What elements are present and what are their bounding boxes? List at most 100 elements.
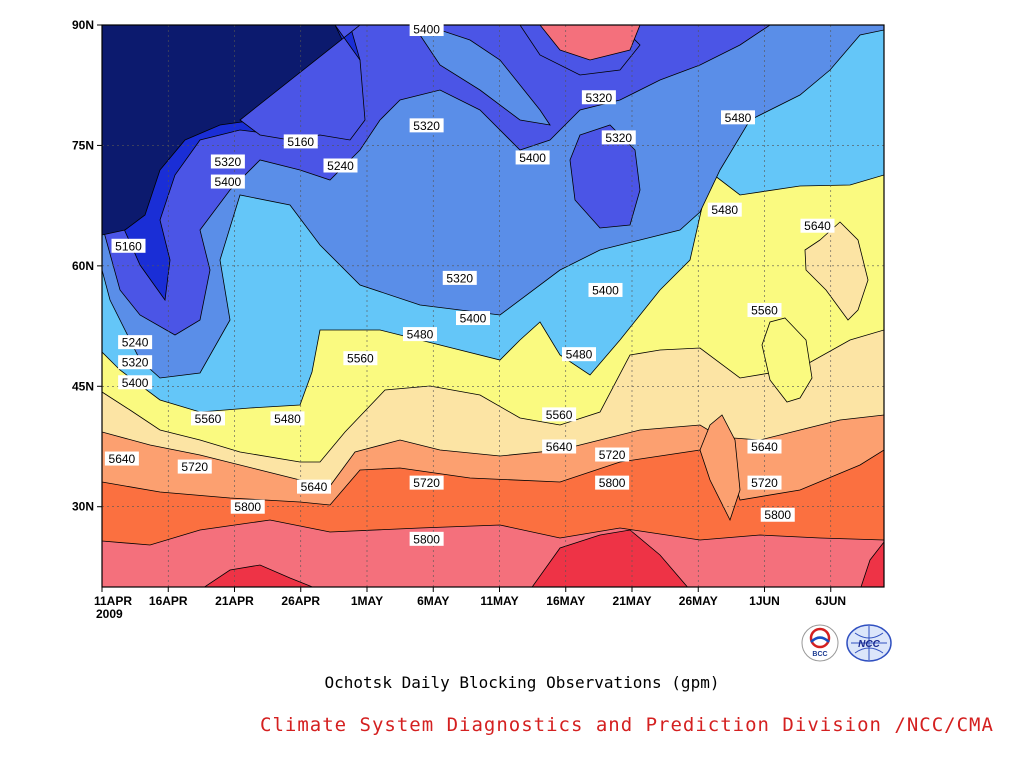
- contour-label: 5560: [191, 411, 225, 426]
- contour-island: [761, 317, 813, 403]
- contour-label-bg: [403, 327, 437, 342]
- x-tick-label: 6MAY: [417, 594, 449, 608]
- contour-label-bg: [111, 238, 146, 253]
- contour-label: 5800: [760, 507, 795, 522]
- contour-label: 5480: [403, 327, 437, 342]
- x-tick-label: 1JUN: [749, 594, 780, 608]
- svg-text:BCC: BCC: [812, 651, 827, 658]
- contour-label-bg: [323, 158, 358, 173]
- y-axis: 30N 45N 60N 75N 90N: [72, 18, 102, 514]
- contour-label-text: 5560: [546, 408, 573, 422]
- x-tick-label: 16MAY: [546, 594, 585, 608]
- contour-label-bg: [409, 475, 444, 490]
- contour-label-bg: [747, 475, 782, 490]
- contour-label-text: 5160: [287, 135, 314, 149]
- contour-label: 5320: [601, 130, 636, 145]
- contour-label: 5640: [104, 451, 139, 466]
- contour-label: 5560: [542, 407, 577, 422]
- contour-island: [860, 541, 884, 587]
- contour-label-text: 5320: [446, 271, 473, 285]
- contour-label-bg: [515, 150, 550, 165]
- svg-text:NCC: NCC: [858, 639, 880, 650]
- contour-label: 5400: [515, 150, 550, 165]
- contour-label-text: 5240: [122, 336, 149, 350]
- contour-label: 5320: [118, 355, 153, 370]
- contour-label-bg: [747, 439, 782, 454]
- y-tick-label: 30N: [72, 500, 94, 514]
- contour-label-text: 5400: [413, 23, 440, 37]
- contour-label-bg: [601, 130, 636, 145]
- contour-label: 5400: [409, 22, 444, 37]
- contour-labels: 5160 5240 5320 5400 5320 5400 5160 5240 5400 5320…: [104, 22, 835, 546]
- contour-label-text: 5400: [592, 283, 619, 297]
- y-tick-label: 45N: [72, 379, 94, 393]
- contour-label-text: 5320: [122, 356, 149, 370]
- contour-label-text: 5560: [347, 352, 374, 366]
- contour-label-bg: [230, 499, 265, 514]
- contour-label-bg: [210, 174, 245, 189]
- contour-label-bg: [542, 407, 577, 422]
- contour-label-bg: [562, 347, 596, 362]
- credit-line: Climate System Diagnostics and Predictio…: [260, 714, 994, 736]
- contour-label-text: 5800: [599, 476, 626, 490]
- contour-label: 5640: [800, 218, 835, 233]
- contour-label-bg: [409, 118, 444, 133]
- contour-label-bg: [118, 355, 153, 370]
- contour-label: 5160: [283, 134, 318, 149]
- contour-label-text: 5480: [566, 348, 593, 362]
- contour-island: [419, 29, 551, 126]
- contour-label-bg: [760, 507, 795, 522]
- contour-label-text: 5720: [413, 476, 440, 490]
- contour-label-text: 5480: [725, 111, 752, 125]
- contour-label-text: 5640: [301, 480, 328, 494]
- contour-label: 5240: [118, 335, 153, 350]
- contour-label: 5560: [747, 303, 782, 318]
- contour-label: 5480: [270, 411, 305, 426]
- contour-island: [539, 25, 641, 61]
- contour-label-text: 5320: [413, 119, 440, 133]
- contour-label-text: 5240: [327, 159, 354, 173]
- y-tick-label: 60N: [72, 259, 94, 273]
- contour-label-bg: [104, 451, 139, 466]
- contour-label-text: 5640: [804, 219, 831, 233]
- contour-label-text: 5320: [586, 91, 613, 105]
- contour-label-text: 5320: [215, 155, 242, 169]
- x-tick-label: 26APR: [281, 594, 320, 608]
- contour-label-bg: [118, 375, 153, 390]
- contour-island: [531, 529, 688, 587]
- contour-label-text: 5480: [711, 203, 738, 217]
- contour-label-bg: [409, 22, 444, 37]
- contour-label-text: 5400: [460, 312, 487, 326]
- contour-label: 5320: [409, 118, 444, 133]
- contour-label-text: 5480: [407, 328, 434, 342]
- contour-label: 5320: [210, 154, 245, 169]
- bcc-logo: BCC: [801, 624, 839, 662]
- contour-label-bg: [210, 154, 245, 169]
- contour-label-text: 5160: [115, 239, 142, 253]
- contour-label: 5720: [747, 475, 782, 490]
- contour-label-text: 5560: [195, 412, 222, 426]
- y-tick-label: 90N: [72, 18, 94, 32]
- contour-label-bg: [118, 335, 153, 350]
- contour-label-text: 5400: [122, 376, 149, 390]
- contour-label-text: 5640: [109, 452, 136, 466]
- contour-label-bg: [581, 90, 616, 105]
- x-tick-label: 6JUN: [815, 594, 846, 608]
- x-tick-label: 16APR: [149, 594, 188, 608]
- contour-label-bg: [409, 531, 444, 546]
- contour-label-bg: [456, 311, 490, 326]
- y-tick-label: 75N: [72, 138, 94, 152]
- contour-label: 5800: [230, 499, 265, 514]
- contour-label: 5800: [409, 531, 444, 546]
- contour-label-bg: [177, 459, 212, 474]
- contour-label: 5800: [595, 475, 630, 490]
- contour-label-text: 5320: [605, 131, 632, 145]
- contour-label-bg: [191, 411, 225, 426]
- chart-title: Ochotsk Daily Blocking Observations (gpm…: [324, 673, 720, 692]
- contour-label: 5480: [721, 110, 755, 125]
- contour-island: [804, 221, 869, 321]
- contour-label-text: 5560: [751, 304, 778, 318]
- contour-label: 5320: [442, 270, 477, 285]
- contour-label: 5480: [707, 202, 742, 217]
- contour-label: 5400: [456, 311, 490, 326]
